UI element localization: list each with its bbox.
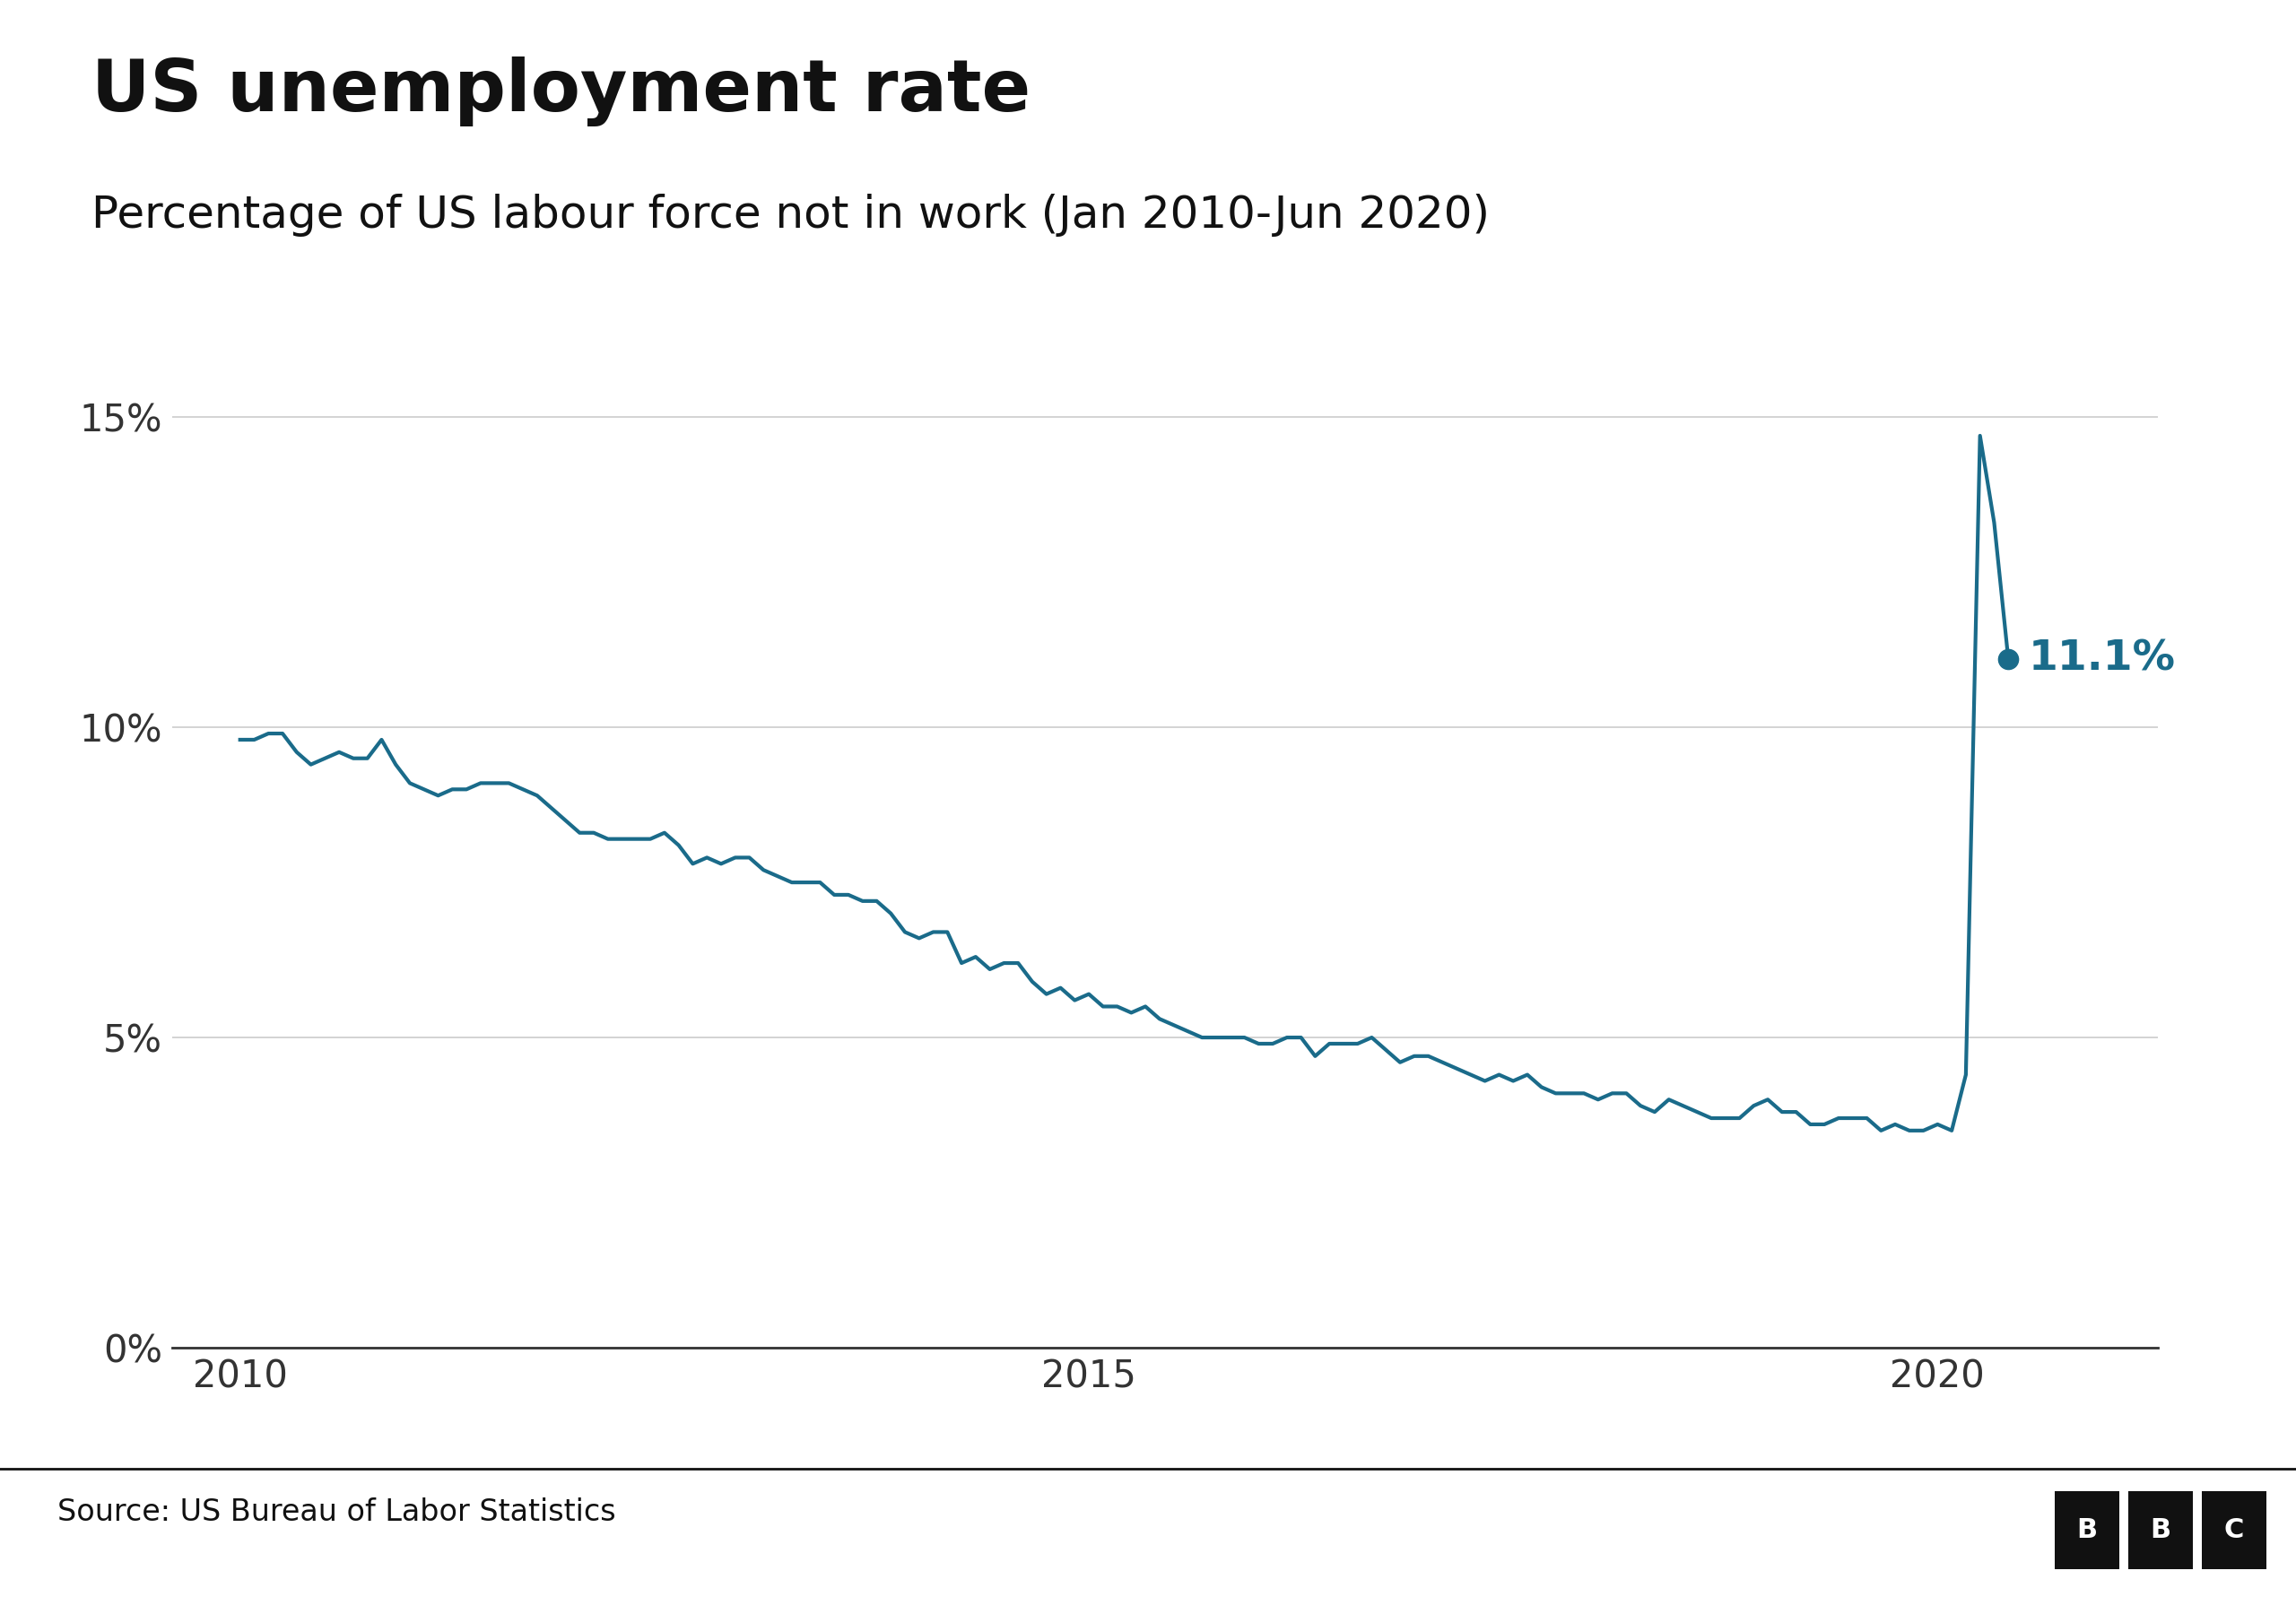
Text: Source: US Bureau of Labor Statistics: Source: US Bureau of Labor Statistics — [57, 1498, 615, 1527]
Text: US unemployment rate: US unemployment rate — [92, 56, 1031, 126]
Text: Percentage of US labour force not in work (Jan 2010-Jun 2020): Percentage of US labour force not in wor… — [92, 194, 1490, 237]
Text: C: C — [2225, 1517, 2243, 1543]
Text: 11.1%: 11.1% — [2030, 639, 2177, 679]
Text: B: B — [2076, 1517, 2099, 1543]
Text: B: B — [2149, 1517, 2172, 1543]
